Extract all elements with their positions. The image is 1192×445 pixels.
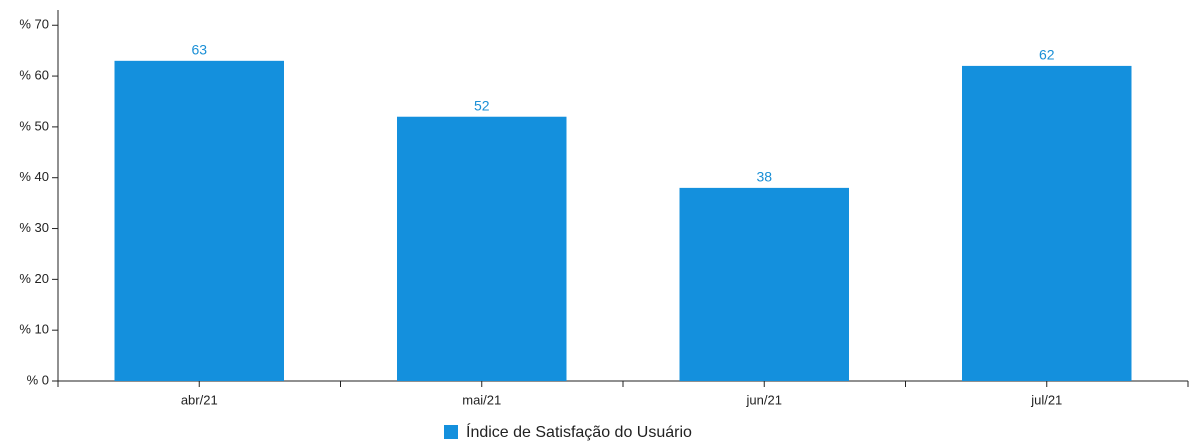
legend-label: Índice de Satisfação do Usuário (466, 422, 692, 441)
x-tick-label: jul/21 (1030, 392, 1062, 407)
x-tick-label: abr/21 (181, 392, 218, 407)
y-tick-label: % 30 (19, 220, 49, 235)
value-label: 62 (1039, 47, 1055, 63)
y-tick-label: % 40 (19, 169, 49, 184)
bar (962, 65, 1132, 381)
bar (397, 116, 567, 382)
y-tick-label: % 70 (19, 17, 49, 32)
legend-swatch (444, 425, 458, 439)
y-tick-label: % 60 (19, 68, 49, 83)
bar (679, 187, 849, 381)
value-label: 38 (756, 169, 772, 185)
x-tick-label: mai/21 (462, 392, 501, 407)
x-tick-label: jun/21 (746, 392, 782, 407)
y-tick-label: % 50 (19, 118, 49, 133)
y-tick-label: % 20 (19, 271, 49, 286)
value-label: 52 (474, 97, 490, 113)
bar (114, 60, 284, 381)
y-tick-label: % 0 (27, 372, 49, 387)
y-tick-label: % 10 (19, 322, 49, 337)
value-label: 63 (191, 42, 207, 58)
